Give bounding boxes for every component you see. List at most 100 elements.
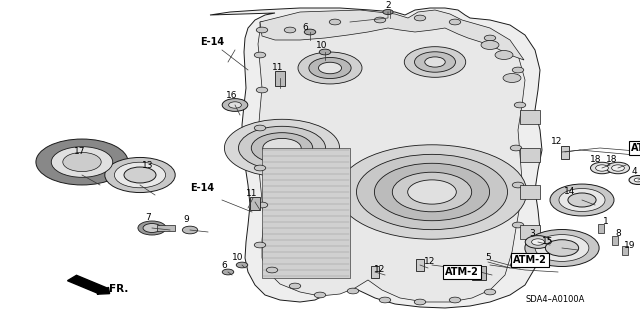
Bar	[275, 71, 285, 86]
Polygon shape	[258, 14, 525, 302]
Circle shape	[607, 162, 630, 174]
Bar	[598, 224, 604, 233]
Text: 18: 18	[590, 154, 602, 164]
Circle shape	[525, 236, 551, 249]
Text: ATM-2: ATM-2	[445, 267, 479, 277]
Text: 3: 3	[529, 229, 535, 239]
Text: ATM-2: ATM-2	[631, 143, 640, 153]
Bar	[520, 185, 540, 199]
Polygon shape	[210, 8, 542, 308]
Text: 12: 12	[374, 265, 386, 275]
Text: 13: 13	[142, 160, 154, 169]
Bar	[561, 145, 570, 159]
Circle shape	[449, 19, 461, 25]
Circle shape	[550, 184, 614, 216]
Circle shape	[254, 165, 266, 171]
Circle shape	[263, 138, 301, 158]
Circle shape	[512, 67, 524, 73]
Circle shape	[392, 172, 472, 212]
Text: FR.: FR.	[109, 284, 129, 294]
Text: 17: 17	[74, 147, 86, 157]
Circle shape	[314, 292, 326, 298]
Circle shape	[284, 27, 296, 33]
Circle shape	[239, 126, 326, 170]
Circle shape	[510, 262, 522, 268]
Text: 12: 12	[424, 257, 436, 266]
Circle shape	[124, 167, 156, 183]
Circle shape	[289, 283, 301, 289]
Circle shape	[591, 162, 614, 174]
Circle shape	[374, 163, 490, 221]
Text: 19: 19	[624, 241, 636, 249]
Circle shape	[510, 145, 522, 151]
Text: 7: 7	[145, 213, 151, 222]
Circle shape	[545, 240, 579, 256]
Text: 11: 11	[246, 189, 258, 197]
Circle shape	[222, 269, 234, 275]
Circle shape	[256, 87, 268, 93]
Text: 6: 6	[302, 24, 308, 33]
Circle shape	[236, 262, 248, 268]
Bar	[250, 197, 260, 210]
Circle shape	[222, 99, 248, 111]
Circle shape	[254, 242, 266, 248]
Circle shape	[495, 50, 513, 59]
Text: 6: 6	[221, 262, 227, 271]
Polygon shape	[260, 10, 524, 60]
Text: 16: 16	[227, 92, 237, 100]
Circle shape	[374, 17, 386, 23]
Circle shape	[304, 29, 316, 35]
Circle shape	[138, 221, 166, 235]
Circle shape	[143, 224, 161, 233]
Circle shape	[252, 133, 313, 163]
Circle shape	[254, 52, 266, 58]
Circle shape	[512, 182, 524, 188]
Circle shape	[182, 226, 198, 234]
Bar	[520, 225, 540, 239]
Circle shape	[348, 288, 359, 294]
Circle shape	[383, 10, 393, 15]
Circle shape	[596, 165, 609, 171]
Circle shape	[629, 175, 640, 184]
Circle shape	[356, 154, 508, 230]
Circle shape	[319, 49, 331, 55]
Circle shape	[414, 299, 426, 305]
Circle shape	[568, 193, 596, 207]
Bar	[622, 246, 628, 255]
Text: 12: 12	[551, 137, 563, 146]
Circle shape	[481, 41, 499, 49]
Text: 5: 5	[485, 254, 491, 263]
Text: 2: 2	[385, 2, 391, 11]
Text: 10: 10	[316, 41, 328, 50]
Circle shape	[408, 180, 456, 204]
Circle shape	[512, 222, 524, 228]
Circle shape	[449, 297, 461, 303]
Circle shape	[256, 202, 268, 208]
Text: 1: 1	[603, 218, 609, 226]
Text: E-14: E-14	[200, 37, 224, 47]
Circle shape	[36, 139, 128, 185]
Circle shape	[115, 162, 166, 188]
Bar	[520, 148, 540, 162]
Bar	[415, 259, 424, 271]
FancyArrow shape	[67, 275, 109, 294]
Text: SDA4–A0100A: SDA4–A0100A	[526, 295, 585, 304]
Circle shape	[484, 289, 496, 295]
Text: 8: 8	[615, 229, 621, 239]
Circle shape	[309, 57, 351, 78]
Bar	[520, 110, 540, 124]
Bar	[262, 148, 350, 278]
Circle shape	[404, 47, 466, 77]
Text: 18: 18	[606, 154, 618, 164]
Bar	[157, 226, 175, 231]
Text: 11: 11	[272, 63, 284, 72]
Circle shape	[228, 102, 241, 108]
Circle shape	[380, 297, 391, 303]
Bar	[371, 266, 379, 278]
Text: 9: 9	[183, 216, 189, 225]
Text: 4: 4	[631, 167, 637, 176]
Circle shape	[266, 267, 278, 273]
Bar	[472, 266, 486, 280]
Circle shape	[503, 74, 521, 83]
Circle shape	[337, 145, 527, 239]
